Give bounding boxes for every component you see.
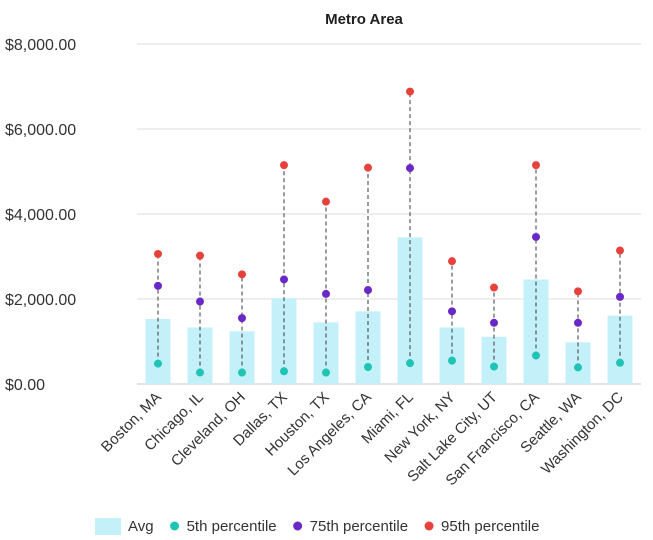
percentile-points — [154, 87, 624, 377]
legend-marker — [424, 521, 434, 531]
p75-point — [448, 307, 456, 316]
p5-point — [154, 359, 162, 368]
grid-lines — [137, 43, 641, 385]
p75-point — [154, 281, 162, 290]
y-tick-label: $4,000.00 — [5, 207, 76, 224]
p95-point — [574, 287, 582, 296]
p5-point — [448, 356, 456, 365]
p95-point — [322, 197, 330, 206]
p5-point — [322, 368, 330, 377]
legend-swatch-avg — [95, 518, 121, 535]
p95-point — [490, 283, 498, 292]
p75-point — [532, 232, 540, 241]
p5-point — [364, 363, 372, 371]
p75-point — [280, 275, 288, 284]
legend-label: Avg — [128, 518, 154, 535]
p75-point — [490, 318, 498, 327]
p75-point — [406, 164, 414, 173]
legend-label: 95th percentile — [441, 518, 539, 535]
y-tick-label: $0.00 — [5, 377, 45, 394]
range-lines — [157, 91, 621, 373]
p5-point — [616, 358, 624, 367]
legend-marker — [170, 521, 180, 531]
p75-point — [238, 314, 246, 323]
p95-point — [616, 246, 624, 255]
p75-point — [322, 289, 330, 298]
x-tick-label: Cleveland, OH — [168, 389, 249, 470]
legend-marker — [293, 521, 303, 531]
p95-point — [364, 163, 372, 172]
y-tick-label: $8,000.00 — [5, 37, 76, 54]
p95-point — [448, 257, 456, 266]
p5-point — [490, 362, 498, 371]
y-axis-ticks: $0.00 $2,000.00 $4,000.00 $6,000.00 $8,000.0… — [5, 37, 76, 394]
p5-point — [532, 351, 540, 360]
avg-bar — [565, 342, 591, 384]
y-tick-label: $6,000.00 — [5, 122, 76, 139]
legend: Avg 5th percentile 75th percentile 95th per… — [95, 518, 539, 535]
legend-label: 75th percentile — [310, 518, 408, 535]
p5-point — [406, 359, 414, 368]
p75-point — [364, 286, 372, 295]
legend-label: 5th percentile — [187, 518, 277, 535]
p95-point — [280, 161, 288, 170]
p5-point — [574, 363, 582, 372]
p95-point — [238, 270, 246, 279]
y-tick-label: $2,000.00 — [5, 292, 76, 309]
p95-point — [196, 251, 204, 260]
p5-point — [238, 368, 246, 377]
p95-point — [532, 161, 540, 170]
chart-title: Metro Area — [325, 11, 403, 28]
avg-bars — [145, 237, 633, 384]
p95-point — [154, 249, 162, 258]
p75-point — [574, 318, 582, 327]
p5-point — [280, 367, 288, 376]
p5-point — [196, 368, 204, 377]
p95-point — [406, 87, 414, 96]
p75-point — [616, 292, 624, 301]
p75-point — [196, 297, 204, 306]
avg-bar — [145, 318, 171, 384]
